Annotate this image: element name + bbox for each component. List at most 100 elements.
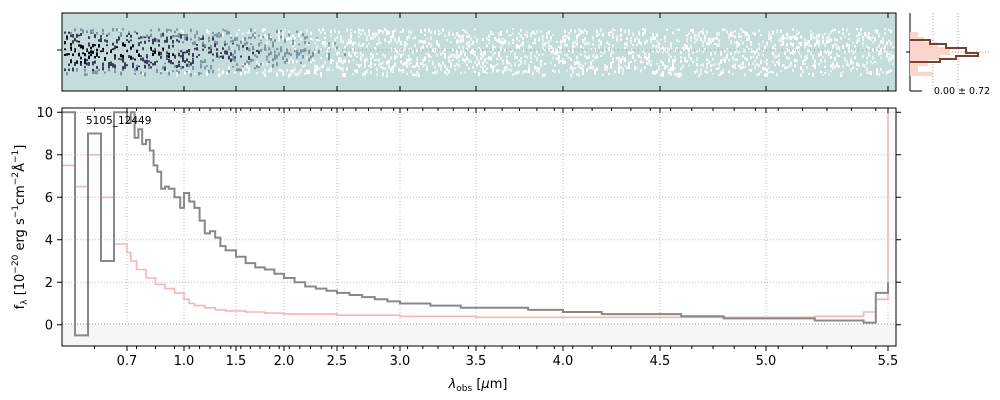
spectrum-2d-pixel [286, 58, 288, 63]
spectrum-2d-pixel [140, 71, 142, 75]
spectrum-2d-pixel [120, 53, 122, 58]
spectrum-2d-pixel [838, 46, 840, 50]
spectrum-2d-pixel [250, 28, 252, 32]
spectrum-2d-pixel [804, 55, 806, 60]
spectrum-2d-pixel [530, 32, 532, 35]
spectrum-2d-pixel [256, 64, 258, 68]
spectrum-2d-pixel [220, 73, 222, 76]
spectrum-2d-pixel [704, 38, 706, 43]
spectrum-2d-pixel [142, 57, 144, 62]
spectrum-2d-pixel [848, 38, 850, 41]
spectrum-2d-pixel [164, 67, 166, 71]
spectrum-2d-pixel [110, 62, 112, 66]
spectrum-2d-pixel [94, 60, 96, 64]
spectrum-2d-pixel [748, 48, 750, 50]
spectrum-2d-pixel [872, 55, 874, 60]
spectrum-2d-pixel [132, 64, 134, 69]
spectrum-2d-pixel [576, 60, 578, 65]
spectrum-2d-pixel [698, 73, 700, 78]
spectrum-2d-pixel [890, 50, 892, 53]
spectrum-2d-pixel [856, 67, 858, 71]
spectrum-2d-pixel [306, 69, 308, 74]
spectrum-2d-pixel [780, 37, 782, 41]
spectrum-2d-pixel [880, 56, 882, 59]
spectrum-2d-pixel [872, 62, 874, 65]
spectrum-2d-pixel [452, 48, 454, 52]
spectrum-2d-pixel [618, 63, 620, 66]
spectrum-2d-pixel [694, 40, 696, 44]
spectrum-2d-pixel [264, 46, 266, 51]
spectrum-2d-pixel [308, 51, 310, 55]
spectrum-2d-pixel [192, 53, 194, 57]
spectrum-2d-pixel [634, 59, 636, 62]
spectrum-2d-pixel [808, 43, 810, 47]
spectrum-2d-pixel [888, 29, 890, 32]
spectrum-2d-pixel [92, 43, 94, 48]
spectrum-2d-pixel [120, 58, 122, 61]
spectrum-2d-pixel [586, 41, 588, 45]
spectrum-2d-pixel [314, 67, 316, 72]
spectrum-2d-pixel [500, 39, 502, 42]
spectrum-2d-pixel [356, 52, 358, 54]
spectrum-2d-pixel [778, 60, 780, 63]
spectrum-2d-pixel [146, 34, 148, 38]
spectrum-2d-pixel [528, 66, 530, 71]
spectrum-2d-pixel [682, 64, 684, 69]
spectrum-2d-pixel [274, 39, 276, 42]
spectrum-2d-pixel [624, 65, 626, 67]
spectrum-2d-pixel [572, 69, 574, 73]
spectrum-2d-pixel [634, 38, 636, 42]
spectrum-2d-pixel [434, 31, 436, 35]
spectrum-2d-pixel [352, 42, 354, 45]
y-tick-label: 0 [45, 318, 53, 333]
spectrum-2d-pixel [474, 70, 476, 73]
spectrum-2d-pixel [328, 56, 330, 61]
spectrum-2d-pixel [190, 38, 192, 41]
spectrum-2d-pixel [300, 61, 302, 65]
spectrum-2d-pixel [308, 57, 310, 62]
spectrum-2d-pixel [398, 53, 400, 55]
spectrum-2d-pixel [722, 28, 724, 31]
spectrum-2d-pixel [542, 42, 544, 47]
spectrum-2d-pixel [866, 61, 868, 65]
spectrum-2d-pixel [96, 70, 98, 75]
spectrum-2d-pixel [246, 66, 248, 69]
spectrum-2d-pixel [272, 41, 274, 45]
spectrum-2d-pixel [640, 41, 642, 45]
spectrum-2d-pixel [406, 42, 408, 46]
spectrum-2d-pixel [820, 51, 822, 56]
spectrum-2d-pixel [790, 42, 792, 46]
spectrum-2d-pixel [862, 55, 864, 58]
spectrum-2d-pixel [434, 71, 436, 75]
spectrum-2d-pixel [786, 43, 788, 47]
spectrum-2d-pixel [272, 58, 274, 62]
spectrum-2d-pixel [372, 37, 374, 40]
spectrum-2d-pixel [474, 54, 476, 57]
spectrum-2d-pixel [732, 65, 734, 68]
spectrum-2d-pixel [558, 55, 560, 58]
spectrum-2d-pixel [220, 33, 222, 38]
spectrum-2d-pixel [754, 65, 756, 70]
spectrum-2d-pixel [292, 41, 294, 45]
spectrum-2d-pixel [776, 29, 778, 34]
spectrum-2d-pixel [472, 51, 474, 55]
spectrum-2d-pixel [818, 43, 820, 48]
spectrum-2d-pixel [840, 37, 842, 40]
plot-frame [61, 107, 897, 347]
spectrum-2d-pixel [298, 52, 300, 56]
spectrum-2d-pixel [780, 29, 782, 33]
spectrum-2d-pixel [196, 47, 198, 51]
spectrum-2d-pixel [202, 60, 204, 64]
spectrum-2d-pixel [440, 64, 442, 69]
spectrum-2d-pixel [114, 45, 116, 49]
spectrum-2d-pixel [824, 65, 826, 69]
spectrum-2d-pixel [548, 47, 550, 51]
spectrum-2d-pixel [830, 64, 832, 68]
spectrum-2d-pixel [706, 30, 708, 35]
spectrum-2d-pixel [486, 62, 488, 64]
spectrum-2d-pixel [518, 39, 520, 42]
spectrum-2d-pixel [356, 63, 358, 66]
spectrum-2d-pixel [506, 29, 508, 33]
spectrum-2d-pixel [486, 44, 488, 48]
spectrum-2d-pixel [718, 42, 720, 47]
